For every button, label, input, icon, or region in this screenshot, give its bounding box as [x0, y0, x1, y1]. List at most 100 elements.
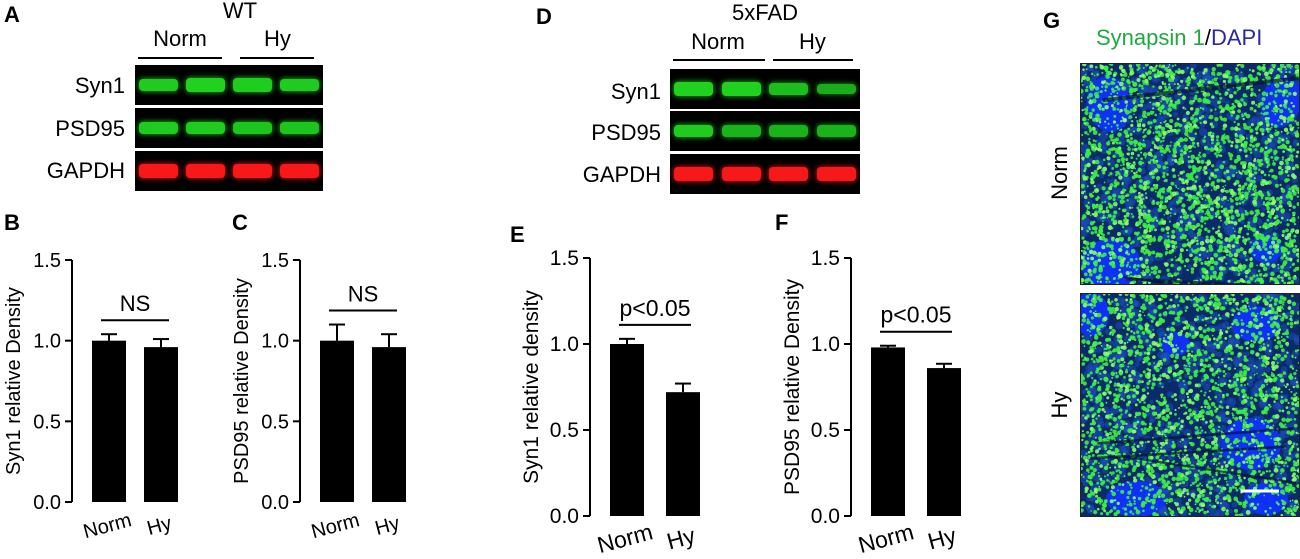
- synapsin-puncta: [1146, 224, 1150, 228]
- synapsin-puncta: [1178, 144, 1181, 148]
- synapsin-puncta: [1265, 424, 1270, 429]
- synapsin-puncta: [1284, 169, 1289, 174]
- synapsin-puncta: [1087, 118, 1090, 121]
- blot-band: [674, 167, 714, 181]
- synapsin-puncta: [1131, 80, 1134, 84]
- dapi-background-speck: [1174, 468, 1179, 473]
- synapsin-puncta: [1251, 69, 1255, 73]
- blot-strip-psd95: [135, 108, 323, 148]
- synapsin-puncta: [1247, 147, 1250, 150]
- synapsin-puncta: [1273, 124, 1278, 129]
- synapsin-puncta: [1244, 209, 1247, 213]
- synapsin-puncta: [1108, 174, 1110, 177]
- synapsin-puncta: [1116, 101, 1120, 105]
- synapsin-puncta: [1251, 163, 1255, 168]
- synapsin-puncta: [1092, 312, 1095, 315]
- synapsin-puncta: [1089, 194, 1094, 198]
- synapsin-puncta: [1090, 256, 1095, 261]
- synapsin-puncta: [1253, 253, 1256, 257]
- synapsin-puncta: [1081, 100, 1083, 103]
- synapsin-puncta: [1165, 502, 1168, 505]
- synapsin-puncta: [1113, 114, 1117, 118]
- synapsin-puncta: [1160, 100, 1163, 103]
- synapsin-puncta: [1107, 150, 1112, 155]
- synapsin-puncta: [1105, 206, 1109, 209]
- synapsin-puncta: [1117, 220, 1123, 225]
- synapsin-puncta: [1109, 183, 1114, 188]
- synapsin-puncta: [1103, 410, 1107, 413]
- synapsin-puncta: [1222, 393, 1225, 397]
- synapsin-puncta: [1230, 198, 1234, 203]
- synapsin-puncta: [1173, 393, 1177, 397]
- synapsin-puncta: [1209, 504, 1211, 506]
- synapsin-puncta: [1194, 256, 1199, 261]
- synapsin-puncta: [1256, 264, 1258, 267]
- synapsin-puncta: [1092, 250, 1097, 255]
- synapsin-puncta: [1103, 181, 1106, 184]
- synapsin-puncta: [1183, 264, 1187, 268]
- synapsin-puncta: [1173, 128, 1177, 133]
- synapsin-puncta: [1235, 479, 1238, 483]
- synapsin-puncta: [1296, 201, 1299, 207]
- synapsin-puncta: [1082, 214, 1087, 219]
- blot-band: [769, 167, 809, 181]
- synapsin-puncta: [1280, 499, 1283, 502]
- synapsin-puncta: [1088, 99, 1093, 105]
- synapsin-puncta: [1129, 459, 1134, 464]
- synapsin-puncta: [1261, 91, 1267, 96]
- synapsin-puncta: [1177, 266, 1182, 271]
- synapsin-puncta: [1084, 118, 1087, 121]
- dapi-background-speck: [1232, 355, 1243, 366]
- row-label-gapdh: GAPDH: [582, 162, 661, 187]
- synapsin-puncta: [1081, 83, 1084, 86]
- synapsin-puncta: [1211, 78, 1214, 81]
- synapsin-puncta: [1228, 267, 1232, 271]
- synapsin-puncta: [1119, 155, 1121, 158]
- synapsin-puncta: [1227, 88, 1230, 92]
- synapsin-puncta: [1272, 159, 1275, 162]
- synapsin-puncta: [1135, 157, 1138, 160]
- synapsin-puncta: [1161, 95, 1166, 101]
- dapi-background-speck: [1095, 346, 1103, 354]
- synapsin-puncta: [1250, 123, 1254, 127]
- synapsin-puncta: [1251, 179, 1256, 184]
- y-tick-label: 1.0: [33, 331, 61, 353]
- dapi-background-speck: [1177, 379, 1188, 390]
- synapsin-puncta: [1086, 229, 1090, 233]
- synapsin-puncta: [1283, 281, 1287, 284]
- synapsin-puncta: [1099, 106, 1102, 109]
- synapsin-puncta: [1146, 332, 1148, 334]
- synapsin-puncta: [1133, 171, 1136, 175]
- synapsin-puncta: [1153, 236, 1156, 238]
- group-label-norm: Norm: [691, 29, 745, 54]
- blot-band: [769, 83, 809, 95]
- synapsin-puncta: [1150, 237, 1153, 240]
- synapsin-puncta: [1236, 122, 1241, 126]
- synapsin-puncta: [1125, 222, 1129, 226]
- synapsin-puncta: [1086, 206, 1091, 210]
- synapsin-puncta: [1111, 238, 1115, 242]
- synapsin-puncta: [1126, 495, 1130, 500]
- synapsin-puncta: [1194, 146, 1196, 148]
- synapsin-puncta: [1122, 312, 1127, 317]
- synapsin-puncta: [1107, 225, 1113, 231]
- synapsin-puncta: [1126, 152, 1130, 156]
- synapsin-puncta: [1260, 345, 1263, 347]
- dapi-background-speck: [1285, 358, 1293, 366]
- synapsin-puncta: [1182, 106, 1185, 109]
- synapsin-puncta: [1148, 488, 1152, 492]
- synapsin-puncta: [1101, 222, 1104, 226]
- synapsin-puncta: [1286, 351, 1289, 354]
- synapsin-puncta: [1294, 120, 1297, 123]
- dapi-background-speck: [1135, 242, 1141, 248]
- synapsin-puncta: [1159, 382, 1162, 385]
- synapsin-puncta: [1094, 263, 1098, 267]
- synapsin-puncta: [1242, 117, 1245, 121]
- synapsin-puncta: [1293, 274, 1297, 278]
- synapsin-puncta: [1261, 373, 1264, 377]
- synapsin-puncta: [1212, 227, 1215, 230]
- synapsin-puncta: [1251, 183, 1253, 186]
- synapsin-puncta: [1200, 114, 1205, 119]
- synapsin-puncta: [1124, 229, 1128, 233]
- synapsin-puncta: [1103, 101, 1106, 104]
